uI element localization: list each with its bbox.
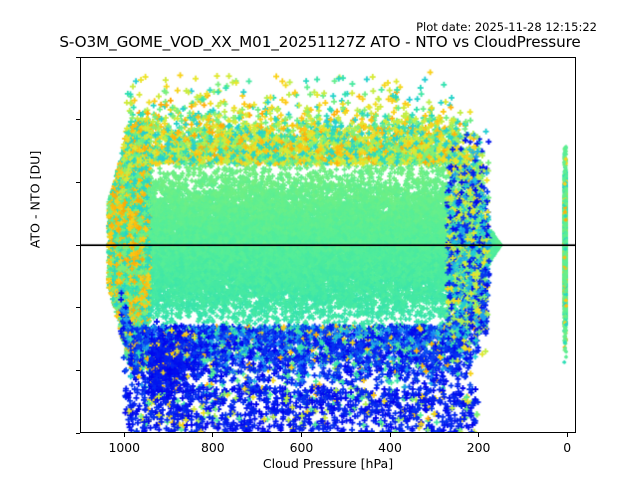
x-tick-mark [123, 433, 125, 437]
x-tick-mark [389, 433, 391, 437]
y-tick-mark [76, 307, 80, 309]
x-tick-label: 1000 [108, 440, 141, 455]
x-tick-label: 800 [201, 440, 225, 455]
y-tick-mark [76, 56, 80, 58]
plot-date-annotation: Plot date: 2025-11-28 12:15:22 [416, 20, 597, 34]
x-tick-label: 400 [378, 440, 402, 455]
x-tick-label: 200 [466, 440, 491, 455]
plot-area [80, 57, 576, 433]
x-tick-mark [566, 433, 568, 437]
x-tick-mark [478, 433, 480, 437]
scatter-plot-canvas [81, 58, 575, 432]
y-tick-mark [76, 369, 80, 371]
y-tick-mark [76, 181, 80, 183]
y-axis-label: ATO - NTO [DU] [27, 150, 43, 249]
y-tick-mark [76, 119, 80, 121]
x-axis-label: Cloud Pressure [hPa] [262, 456, 394, 471]
x-tick-label: 0 [563, 440, 572, 455]
x-tick-mark [300, 433, 303, 437]
x-tick-label: 600 [289, 440, 314, 455]
y-tick-mark [76, 432, 80, 434]
chart-title: S-O3M_GOME_VOD_XX_M01_20251127Z ATO - NT… [59, 33, 581, 51]
y-tick-mark [76, 244, 80, 246]
x-tick-mark [212, 433, 214, 437]
